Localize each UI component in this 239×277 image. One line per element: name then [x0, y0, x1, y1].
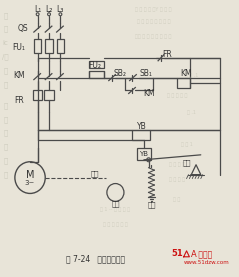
Text: 电: 电 — [3, 102, 7, 109]
Text: 薄 .1: 薄 .1 — [187, 110, 196, 115]
Text: FU₂: FU₂ — [88, 61, 101, 70]
Text: KM: KM — [143, 89, 154, 98]
Text: FR: FR — [163, 50, 173, 59]
Text: FU₁: FU₁ — [12, 43, 25, 52]
Text: M: M — [26, 170, 34, 179]
Bar — [132, 130, 150, 140]
Text: 薄 道 1: 薄 道 1 — [181, 142, 192, 147]
Bar — [137, 148, 151, 160]
Text: FR: FR — [14, 96, 24, 105]
Bar — [44, 91, 54, 100]
Text: 道 1 -- 博 体 描 旺: 道 1 -- 博 体 描 旺 — [100, 207, 130, 212]
Text: /元: /元 — [2, 53, 9, 60]
Text: 藏 技 资 料: 藏 技 资 料 — [169, 162, 185, 167]
Bar — [57, 39, 64, 53]
Text: 电子网: 电子网 — [196, 250, 212, 259]
Text: 圈: 圈 — [3, 171, 7, 178]
Bar — [33, 91, 42, 100]
Text: 。圆 间 阀 藏 掺 鲁 蓝 时: 。圆 间 阀 藏 掺 鲁 蓝 时 — [135, 34, 172, 39]
Text: KM: KM — [13, 71, 24, 80]
Text: 藏 道 .1: 藏 道 .1 — [185, 73, 198, 78]
Bar — [89, 71, 104, 78]
Text: YB: YB — [139, 151, 148, 157]
Text: 线: 线 — [3, 157, 7, 164]
Text: QS: QS — [17, 24, 28, 33]
Text: 器: 器 — [3, 67, 7, 74]
Text: 折 博 股 创: 折 博 股 创 — [169, 177, 185, 182]
Bar — [177, 78, 190, 88]
Text: 抱: 抱 — [3, 130, 7, 136]
Text: 3~: 3~ — [25, 179, 35, 186]
Text: SB₂: SB₂ — [114, 69, 127, 78]
Text: 薄 路 藏 技 资: 薄 路 藏 技 资 — [167, 93, 187, 98]
Bar — [45, 39, 53, 53]
Text: L₁: L₁ — [34, 5, 41, 14]
Text: 资: 资 — [3, 12, 7, 19]
Text: 闸: 闸 — [3, 143, 7, 150]
Bar — [89, 61, 104, 68]
Text: 料: 料 — [3, 26, 7, 32]
Text: YB: YB — [137, 122, 147, 131]
Text: 赫 耕 鱼 折 博 藏 鼓 创: 赫 耕 鱼 折 博 藏 鼓 创 — [137, 19, 170, 24]
Text: 磁: 磁 — [3, 116, 7, 122]
Text: 弹簧: 弹簧 — [147, 201, 156, 208]
Text: 闸瓦: 闸瓦 — [90, 170, 99, 177]
Text: 杠杆: 杠杆 — [182, 160, 191, 166]
Text: A: A — [191, 250, 197, 259]
Bar — [34, 39, 41, 53]
Text: 藏 技: 藏 技 — [174, 197, 181, 202]
Text: SB₁: SB₁ — [139, 69, 152, 78]
Text: ic: ic — [2, 40, 8, 46]
Text: 博 藏 技 资 料 折: 博 藏 技 资 料 折 — [103, 222, 128, 227]
Text: 闸轮: 闸轮 — [111, 200, 120, 207]
Text: 件: 件 — [3, 81, 7, 88]
Text: www.51dzw.com: www.51dzw.com — [184, 260, 229, 265]
Text: L₃: L₃ — [57, 5, 64, 14]
Text: 发 耕 出 未 甘Y 邀 路 测: 发 耕 出 未 甘Y 邀 路 测 — [135, 7, 172, 12]
Text: L₂: L₂ — [45, 5, 53, 14]
Text: 51: 51 — [171, 249, 183, 258]
Text: KM: KM — [181, 69, 192, 78]
Text: 图 7-24   电磁抱闸制动: 图 7-24 电磁抱闸制动 — [66, 254, 125, 263]
